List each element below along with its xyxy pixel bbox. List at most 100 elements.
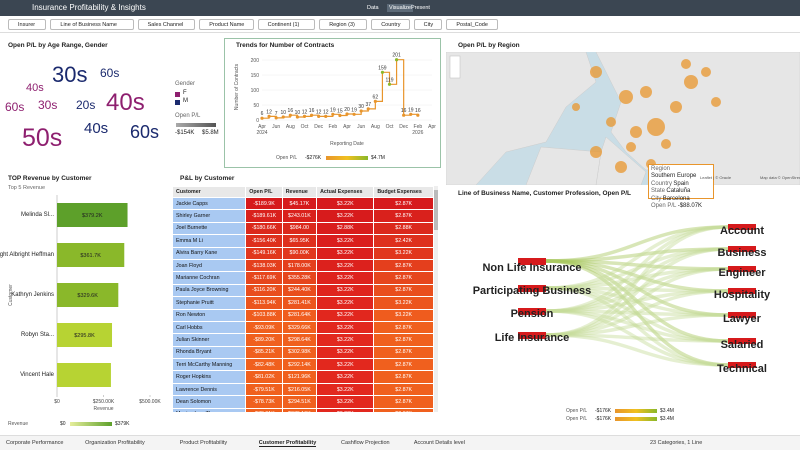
mode-tab[interactable]: Data xyxy=(367,5,379,11)
table-cell: $65.95K xyxy=(281,234,318,248)
page-tab[interactable]: Cashflow Projection xyxy=(341,440,390,446)
table-row: Shirley Garner -$189.61K $243.01K $3.22K $2.… xyxy=(172,209,434,223)
zoom-control xyxy=(449,55,461,79)
filter-chip[interactable]: Country xyxy=(371,19,410,30)
column-header[interactable]: Open P/L xyxy=(245,186,283,198)
table-cell: $3.22K xyxy=(316,296,375,310)
data-label: 201 xyxy=(392,53,401,59)
target-node xyxy=(728,338,756,344)
source-node xyxy=(518,258,546,265)
table-cell: Joel Burnette xyxy=(172,221,247,236)
mode-tab[interactable]: Visualize xyxy=(387,4,413,12)
target-label: Hospitality xyxy=(714,289,771,301)
data-label: 15 xyxy=(337,109,343,115)
filter-chip[interactable]: City xyxy=(413,19,443,30)
source-node xyxy=(518,285,546,292)
table-cell: Paula Joyce Browning xyxy=(172,283,247,298)
column-header[interactable]: Budget Expenses xyxy=(373,186,434,198)
table-wrap: Customer Open P/L Revenue Actual Expenses Bu… xyxy=(172,186,434,412)
filter-chip[interactable]: Continent (1) xyxy=(257,19,316,30)
tooltip-row: Country Spain xyxy=(651,181,711,188)
table-cell: Shirley Garner xyxy=(172,209,247,223)
flow xyxy=(545,289,729,337)
table-cell: -$156.40K xyxy=(245,234,283,248)
page-tab[interactable]: Account Details level xyxy=(413,440,465,446)
target-node xyxy=(728,246,756,252)
column-header[interactable]: Actual Expenses xyxy=(316,186,375,198)
table-cell: Monica Law Thomson xyxy=(172,407,247,412)
legend-label: F xyxy=(183,90,187,96)
page-tab[interactable]: Customer Profitability xyxy=(258,440,317,447)
table-cell: $2.42K xyxy=(373,234,434,248)
page-tab[interactable]: Product Profitability xyxy=(179,440,228,446)
table-row: Alvira Barry Kane -$149.16K $90.00K $3.22K $… xyxy=(172,246,434,260)
flow xyxy=(545,247,729,263)
data-label: 19 xyxy=(408,107,414,113)
region-bubble xyxy=(640,86,652,98)
filter-chip[interactable]: Postal_Code xyxy=(446,19,498,30)
panel-title: P&L by Customer xyxy=(180,175,235,182)
region-bubble xyxy=(590,66,602,78)
filter-chip[interactable]: Region (3) xyxy=(319,19,368,30)
target-node xyxy=(728,312,756,318)
trend-point xyxy=(402,113,406,117)
y-tick-text: Robyn Sta... xyxy=(20,331,54,338)
page-tab[interactable]: Organization Profitability xyxy=(85,440,145,446)
flow xyxy=(545,247,729,337)
page-tab[interactable]: Corporate Performance xyxy=(6,440,64,446)
region-bubble xyxy=(661,139,671,149)
y-tick-label: Kathryn Jenkins xyxy=(11,285,54,305)
table-cell: Ron Newton xyxy=(172,308,247,322)
flow xyxy=(545,225,729,290)
y-tick-label: Melinda Sl... xyxy=(14,205,54,225)
table-cell: $3.22K xyxy=(316,320,375,335)
legend-swatch xyxy=(175,92,180,97)
scroll-thumb xyxy=(434,190,438,230)
region-bubble xyxy=(701,67,711,77)
table-cell: -$78.01K xyxy=(245,407,283,412)
mode-tab[interactable]: Present xyxy=(411,5,430,11)
table-cell: $243.01K xyxy=(281,209,318,223)
y-tick-label: Robyn Sta... xyxy=(14,325,54,345)
trend-point xyxy=(317,114,321,118)
table-cell: $3.22K xyxy=(373,308,434,322)
panel-title: Trends for Number of Contracts xyxy=(236,42,335,49)
table-cell: -$79.51K xyxy=(245,382,283,397)
trend-point xyxy=(366,107,370,111)
column-header[interactable]: Customer xyxy=(172,186,247,198)
sankey: Non Life Insurance Participating Business… xyxy=(473,224,771,375)
table-row: Stephanie Pruitt -$113.94K $281.41K $3.22K $… xyxy=(172,296,434,310)
map xyxy=(446,52,800,185)
table-cell: $90.00K xyxy=(281,246,318,260)
table-row: Roger Hopkins -$81.02K $121.96K $3.22K $2.87… xyxy=(172,370,434,384)
data-label: 7 xyxy=(275,111,278,117)
region-bubble xyxy=(684,75,698,89)
legend-title: Open P/L xyxy=(566,408,588,414)
land xyxy=(525,146,602,185)
filter-chip[interactable]: Insurer xyxy=(8,19,47,30)
column-header[interactable]: Revenue xyxy=(281,186,318,198)
tooltip-value: Cataluña xyxy=(666,188,691,195)
x-tick-label: Apr xyxy=(258,124,266,130)
table-cell: -$149.16K xyxy=(245,246,283,260)
trend-point xyxy=(338,113,342,118)
legend-title: Open P/L xyxy=(175,113,201,119)
y-axis-label: Customer xyxy=(8,284,14,306)
table-cell: $298.64K xyxy=(281,333,318,347)
tooltip-row: Region Southern Europe xyxy=(651,166,711,181)
table-row: Julian Skinner -$89.20K $298.64K $3.22K $2.8… xyxy=(172,333,434,347)
word: 30s xyxy=(38,98,58,112)
target-label: Technical xyxy=(717,363,767,375)
table-cell: $2.87K xyxy=(373,358,434,372)
table-cell: Dean Solomon xyxy=(172,395,247,409)
data-label: 12 xyxy=(302,109,308,115)
data-label: $329.6K xyxy=(77,293,98,299)
filter-chip[interactable]: Product Name xyxy=(199,19,254,30)
legend-min: -$176K xyxy=(595,416,612,422)
filter-chip[interactable]: Sales Channel xyxy=(137,19,196,30)
target-label: Salaried xyxy=(721,339,764,351)
flow xyxy=(545,259,729,293)
x-tick-label: Feb xyxy=(329,124,338,130)
filter-chip[interactable]: Line of Business Name xyxy=(50,19,134,30)
